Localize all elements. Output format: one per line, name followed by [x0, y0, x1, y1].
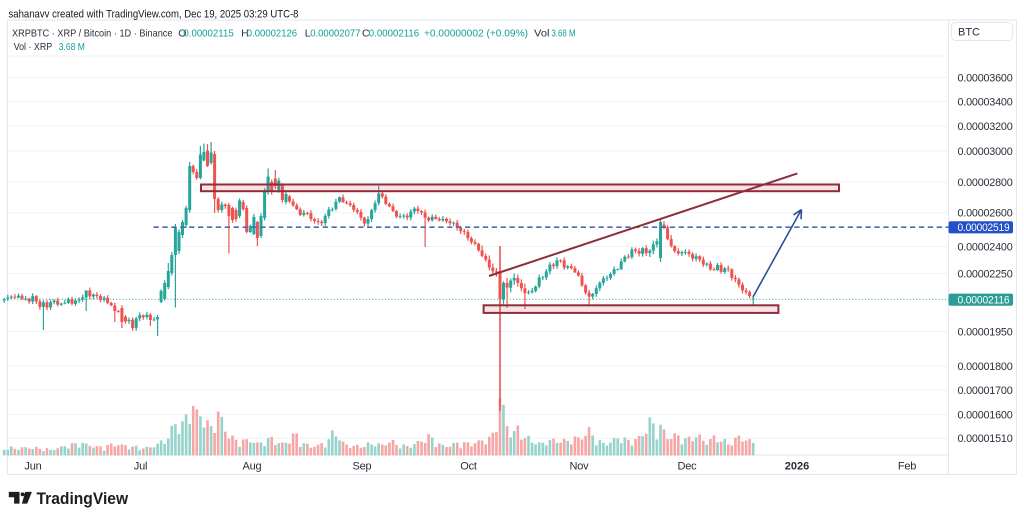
- svg-text:Jul: Jul: [134, 460, 147, 472]
- svg-text:0.00002116: 0.00002116: [369, 28, 419, 40]
- svg-text:3.68 M: 3.68 M: [552, 28, 576, 40]
- svg-text:Aug: Aug: [243, 460, 262, 472]
- svg-text:+0.00000002 (+0.09%): +0.00000002 (+0.09%): [424, 28, 528, 40]
- svg-text:O: O: [178, 28, 186, 40]
- svg-text:0.00002800: 0.00002800: [958, 177, 1013, 189]
- svg-text:3.68 M: 3.68 M: [59, 41, 85, 53]
- svg-text:Sep: Sep: [353, 460, 372, 472]
- svg-text:0.00002400: 0.00002400: [958, 241, 1013, 253]
- svg-text:Jun: Jun: [24, 460, 41, 472]
- svg-text:0.00002115: 0.00002115: [183, 28, 233, 40]
- svg-text:0.00002250: 0.00002250: [958, 268, 1013, 280]
- svg-text:0.00002519: 0.00002519: [958, 222, 1010, 234]
- svg-text:Dec: Dec: [678, 460, 698, 472]
- svg-text:sahanavv created with TradingV: sahanavv created with TradingView.com, D…: [9, 8, 299, 20]
- svg-text:2026: 2026: [785, 460, 809, 472]
- svg-text:0.00002077: 0.00002077: [310, 28, 360, 40]
- svg-text:0.00001600: 0.00001600: [958, 409, 1013, 421]
- svg-text:0.00003600: 0.00003600: [958, 72, 1013, 84]
- svg-text:H: H: [241, 28, 249, 40]
- svg-text:BTC: BTC: [958, 26, 980, 38]
- svg-text:Oct: Oct: [460, 460, 477, 472]
- svg-text:0.00002116: 0.00002116: [958, 294, 1010, 306]
- svg-text:0.00001800: 0.00001800: [958, 361, 1013, 373]
- svg-text:0.00003200: 0.00003200: [958, 121, 1013, 133]
- svg-text:Vol · XRP: Vol · XRP: [14, 41, 53, 53]
- svg-text:0.00003400: 0.00003400: [958, 96, 1013, 108]
- svg-text:0.00002600: 0.00002600: [958, 208, 1013, 220]
- svg-text:XRPBTC · XRP / Bitcoin · 1D ·: XRPBTC · XRP / Bitcoin · 1D · Binance: [12, 28, 173, 40]
- svg-text:TradingView: TradingView: [37, 490, 129, 508]
- svg-text:L: L: [305, 28, 311, 40]
- svg-text:0.00003000: 0.00003000: [958, 146, 1013, 158]
- svg-text:Nov: Nov: [570, 460, 590, 472]
- svg-text:0.00001510: 0.00001510: [958, 433, 1013, 445]
- svg-text:0.00002126: 0.00002126: [247, 28, 297, 40]
- svg-text:0.00001700: 0.00001700: [958, 385, 1013, 397]
- svg-text:Vol: Vol: [534, 28, 550, 40]
- svg-text:C: C: [362, 28, 370, 40]
- svg-text:Feb: Feb: [898, 460, 916, 472]
- svg-text:0.00001950: 0.00001950: [958, 326, 1013, 338]
